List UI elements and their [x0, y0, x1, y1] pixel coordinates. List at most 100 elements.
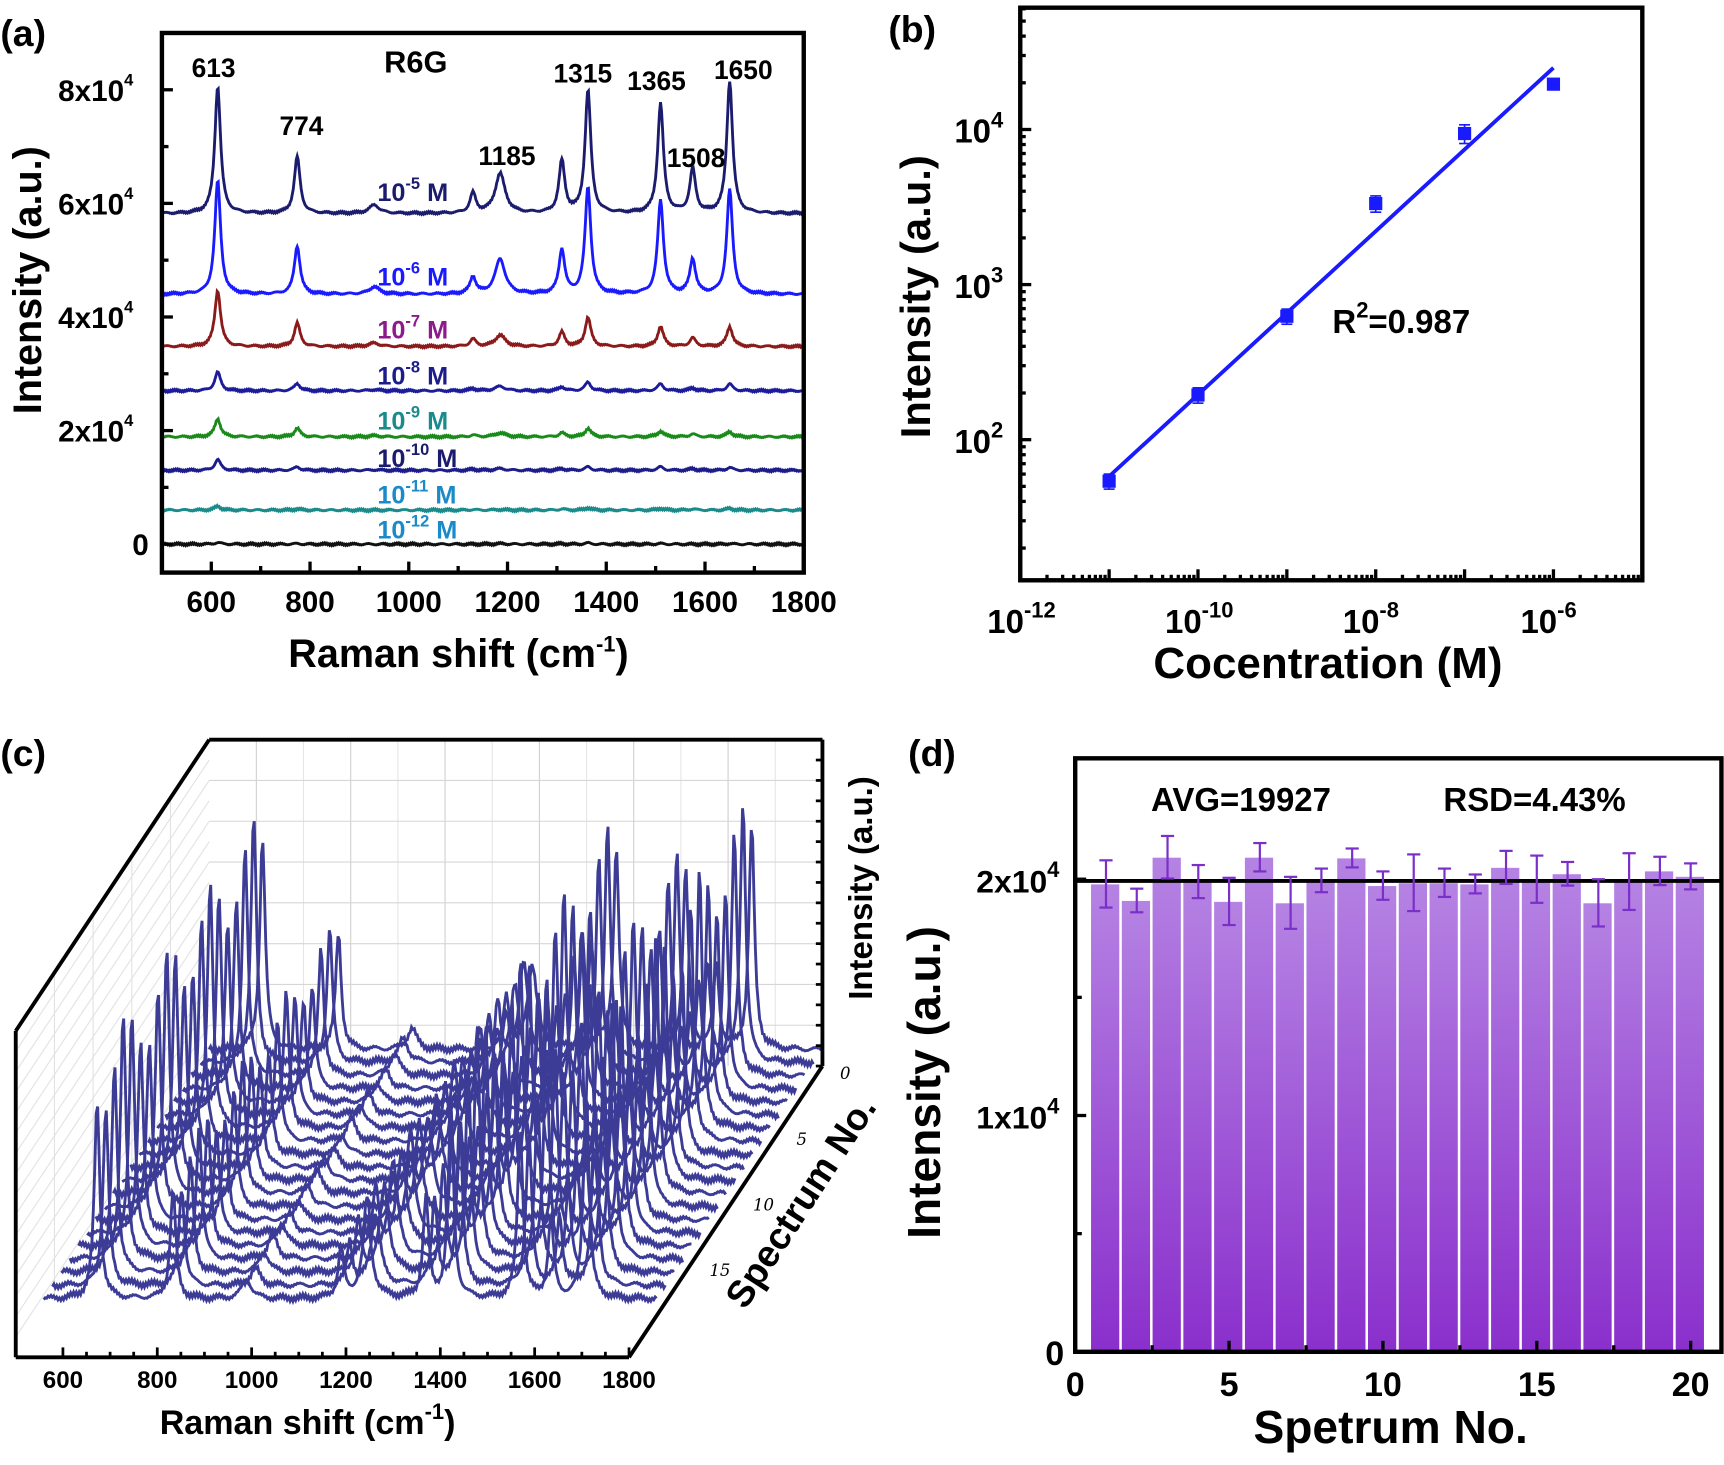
bar — [1428, 882, 1459, 1353]
bar — [1213, 900, 1244, 1353]
bar — [1274, 902, 1305, 1353]
y-tick-label-exponent: 4 — [124, 71, 134, 89]
data-point — [1457, 126, 1472, 141]
conc-suffix: M — [429, 517, 457, 545]
x-axis-label-exponent: -1 — [425, 1399, 445, 1424]
conc-suffix: M — [429, 445, 457, 473]
y-tick-label: 104 — [954, 107, 1004, 149]
bar — [1367, 885, 1398, 1353]
x-tick-label: 10-10 — [1165, 598, 1233, 640]
axis-frame-line — [14, 738, 211, 1032]
x-tick-label: 600 — [43, 1367, 83, 1394]
x-tick-label: 0 — [1066, 1366, 1085, 1404]
concentration-label: 10-12 M — [377, 512, 457, 544]
x-tick-label-base: 10 — [1520, 603, 1557, 640]
y-axis-label: Intensity (a.u.) — [892, 155, 939, 438]
x-tick-label-base: 10 — [987, 603, 1024, 640]
data-point — [1546, 77, 1561, 91]
x-axis-label: Cocentration (M) — [1153, 639, 1502, 688]
bar — [1613, 881, 1644, 1353]
concentration-label: 10-9 M — [377, 404, 448, 436]
grid-line — [15, 780, 210, 1072]
r-squared-annotation-suffix: =0.987 — [1368, 303, 1470, 340]
grid-line — [15, 861, 210, 1154]
y-tick-label-exponent: 4 — [1047, 857, 1060, 882]
panel-label-d: (d) — [908, 732, 956, 774]
conc-suffix: M — [420, 179, 448, 207]
conc-base: 10 — [377, 445, 405, 473]
plot-frame — [159, 30, 806, 575]
y-tick-label: 4x104 — [58, 299, 134, 335]
spectrum-tick-label: 0 — [840, 1064, 850, 1083]
r-squared-annotation-exponent: 2 — [1356, 298, 1368, 323]
x-tick-label: 10-8 — [1343, 598, 1399, 640]
conc-suffix: M — [428, 481, 456, 509]
x-tick-label: 1600 — [508, 1367, 562, 1394]
panel-label-a: (a) — [0, 12, 46, 54]
y-axis-label: Intensity (a.u.) — [898, 926, 950, 1239]
x-tick-label: 1200 — [319, 1367, 373, 1394]
conc-base: 10 — [377, 264, 405, 292]
conc-base: 10 — [377, 517, 405, 545]
y-tick-label-base: 2x10 — [58, 416, 124, 449]
x-tick-label: 20 — [1672, 1366, 1710, 1404]
y-tick-label-exponent: 4 — [1047, 1093, 1060, 1118]
conc-suffix: M — [420, 264, 448, 292]
y-tick-label-base: 4x10 — [58, 302, 124, 335]
r-squared-annotation: R2=0.987 — [1332, 298, 1470, 340]
y-tick-label-exponent: 4 — [124, 185, 134, 203]
r-squared-annotation-base: R — [1332, 303, 1356, 340]
conc-exponent: -9 — [405, 404, 420, 422]
bar — [1582, 902, 1613, 1353]
conc-exponent: -12 — [405, 512, 429, 530]
x-tick-label-exponent: -8 — [1379, 598, 1399, 623]
data-point — [1102, 474, 1116, 488]
x-axis-label: Raman shift (cm-1) — [160, 1399, 456, 1442]
peak-annotation: 1365 — [627, 66, 686, 96]
spectrum-line — [160, 178, 805, 298]
spectrum-line — [161, 81, 805, 217]
spectrum-axis-label: Spectrum No. — [717, 1089, 885, 1316]
conc-exponent: -6 — [405, 260, 420, 278]
peak-annotation: 613 — [192, 53, 236, 83]
x-tick-label: 15 — [1518, 1366, 1556, 1404]
panel-label-b: (b) — [888, 8, 936, 50]
x-tick-label: 1800 — [602, 1367, 656, 1394]
conc-base: 10 — [377, 481, 405, 509]
bar — [1182, 881, 1213, 1353]
y-tick-label: 103 — [954, 262, 1003, 304]
x-tick-label-base: 10 — [1343, 603, 1380, 640]
spectrum-tick-label: 15 — [709, 1261, 730, 1280]
x-tick-label: 600 — [187, 586, 236, 619]
spectrum-line — [160, 457, 805, 474]
y-tick-label: 8x104 — [58, 71, 134, 107]
y-tick-label-exponent: 4 — [124, 299, 134, 317]
data-point — [1280, 309, 1294, 323]
x-tick-label: 1400 — [573, 586, 639, 619]
spectrum-line — [161, 287, 805, 350]
y-tick-label: 1x104 — [976, 1093, 1060, 1135]
y-tick-label: 2x104 — [976, 857, 1060, 899]
spectrum-line — [161, 416, 805, 441]
panel-label-c: (c) — [0, 732, 46, 774]
x-tick-label: 800 — [285, 586, 334, 619]
y-tick-label: 0 — [132, 529, 149, 562]
x-axis-label-exponent: -1 — [596, 632, 616, 657]
bar — [1490, 866, 1521, 1353]
data-point — [1191, 388, 1205, 402]
bar — [1397, 882, 1428, 1353]
bar — [1520, 878, 1551, 1353]
bar — [1551, 873, 1582, 1353]
conc-suffix: M — [420, 408, 448, 436]
average-annotation: AVG=19927 — [1151, 781, 1331, 818]
x-tick-label: 1000 — [376, 586, 442, 619]
x-tick-label: 1400 — [413, 1367, 467, 1394]
bar — [1305, 879, 1336, 1353]
y-tick-label-exponent: 3 — [991, 262, 1003, 287]
fit-line — [1107, 66, 1555, 478]
x-tick-label-exponent: -12 — [1024, 598, 1056, 623]
bar — [1151, 856, 1182, 1353]
concentration-label: 10-8 M — [377, 359, 448, 391]
